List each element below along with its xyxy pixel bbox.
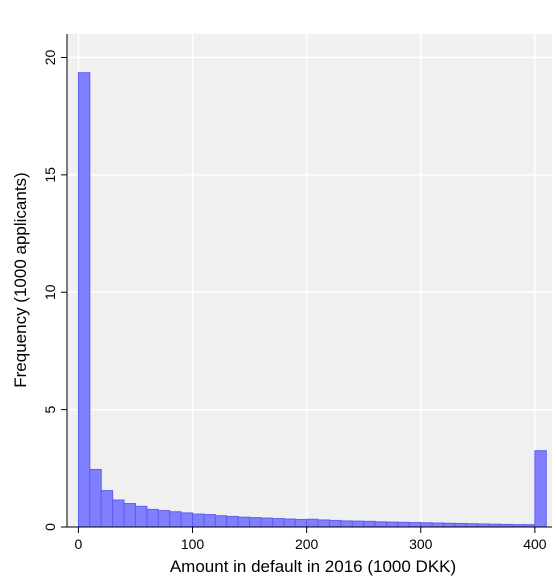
y-tick-label: 15: [42, 167, 58, 183]
histogram-bar: [386, 521, 399, 528]
histogram-bar: [134, 505, 148, 528]
histogram-bar: [294, 518, 308, 528]
histogram-bar: [408, 522, 422, 528]
histogram-bar: [226, 515, 239, 528]
histogram-bar: [123, 503, 136, 528]
y-axis-title: Frequency (1000 applicants): [11, 172, 30, 387]
histogram-bar: [249, 517, 262, 528]
histogram-bar: [237, 516, 251, 528]
histogram-bar: [431, 522, 445, 528]
x-axis-title: Amount in default in 2016 (1000 DKK): [170, 557, 456, 576]
histogram-bar: [328, 519, 342, 528]
x-tick-label: 0: [75, 536, 83, 552]
histogram-bar: [77, 72, 91, 528]
histogram-bar: [454, 522, 467, 528]
x-tick-label: 100: [181, 536, 205, 552]
plot-background: [67, 34, 552, 527]
y-tick-label: 5: [42, 406, 58, 414]
histogram-bar: [180, 512, 194, 528]
histogram-bar: [317, 519, 330, 528]
x-tick-label: 300: [409, 536, 433, 552]
histogram-bar: [397, 521, 410, 528]
histogram-bar: [363, 520, 376, 528]
histogram-bar: [214, 515, 228, 528]
histogram-bar: [100, 490, 114, 528]
histogram-bar: [271, 518, 285, 528]
bars: [77, 72, 547, 528]
histogram-bar: [157, 510, 171, 528]
histogram-bar: [169, 511, 182, 528]
x-tick-label: 400: [523, 536, 547, 552]
histogram-bar: [420, 522, 433, 528]
histogram-bar: [340, 520, 353, 528]
histogram-bar: [192, 513, 205, 528]
histogram-bar: [146, 508, 159, 528]
histogram-bar: [260, 517, 273, 528]
histogram-bar: [351, 520, 365, 528]
x-tick-label: 200: [295, 536, 319, 552]
y-tick-label: 0: [42, 523, 58, 531]
y-tick-label: 10: [42, 284, 58, 300]
y-axis: 0 5 10 15 20: [42, 34, 68, 531]
x-axis: 0 100 200 300 400: [67, 526, 552, 552]
histogram-bar: [89, 468, 102, 528]
histogram-bar: [374, 521, 388, 528]
histogram-bar: [283, 518, 296, 528]
histogram-bar: [203, 514, 216, 528]
histogram-bar: [306, 518, 319, 528]
histogram-bar: [443, 522, 456, 528]
histogram-bar: [112, 499, 125, 528]
y-tick-label: 20: [42, 49, 58, 65]
histogram-bar: [534, 450, 547, 528]
